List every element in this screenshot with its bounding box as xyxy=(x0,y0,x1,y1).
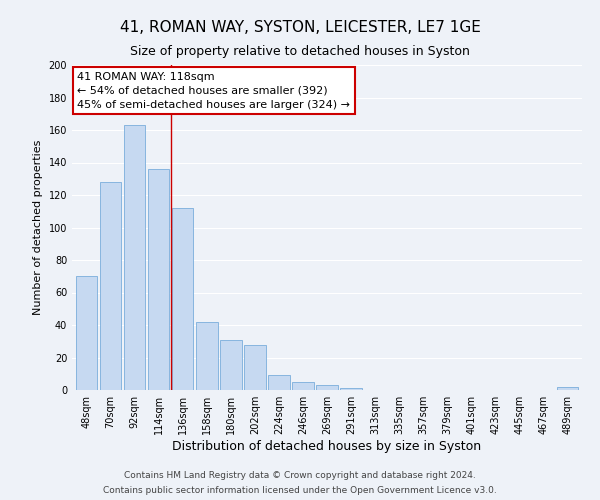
Bar xyxy=(340,388,362,390)
Bar xyxy=(124,125,145,390)
Text: Size of property relative to detached houses in Syston: Size of property relative to detached ho… xyxy=(130,45,470,58)
Bar xyxy=(148,169,169,390)
Bar xyxy=(100,182,121,390)
Bar xyxy=(316,385,338,390)
Bar xyxy=(268,376,290,390)
Bar xyxy=(220,340,242,390)
Text: 41 ROMAN WAY: 118sqm
← 54% of detached houses are smaller (392)
45% of semi-deta: 41 ROMAN WAY: 118sqm ← 54% of detached h… xyxy=(77,72,350,110)
Bar xyxy=(172,208,193,390)
Bar xyxy=(292,382,314,390)
Y-axis label: Number of detached properties: Number of detached properties xyxy=(33,140,43,315)
Text: Contains HM Land Registry data © Crown copyright and database right 2024.: Contains HM Land Registry data © Crown c… xyxy=(124,471,476,480)
Text: Contains public sector information licensed under the Open Government Licence v3: Contains public sector information licen… xyxy=(103,486,497,495)
Bar xyxy=(244,344,266,390)
Bar xyxy=(196,322,218,390)
Bar xyxy=(76,276,97,390)
Bar xyxy=(557,387,578,390)
X-axis label: Distribution of detached houses by size in Syston: Distribution of detached houses by size … xyxy=(172,440,482,453)
Text: 41, ROMAN WAY, SYSTON, LEICESTER, LE7 1GE: 41, ROMAN WAY, SYSTON, LEICESTER, LE7 1G… xyxy=(119,20,481,35)
